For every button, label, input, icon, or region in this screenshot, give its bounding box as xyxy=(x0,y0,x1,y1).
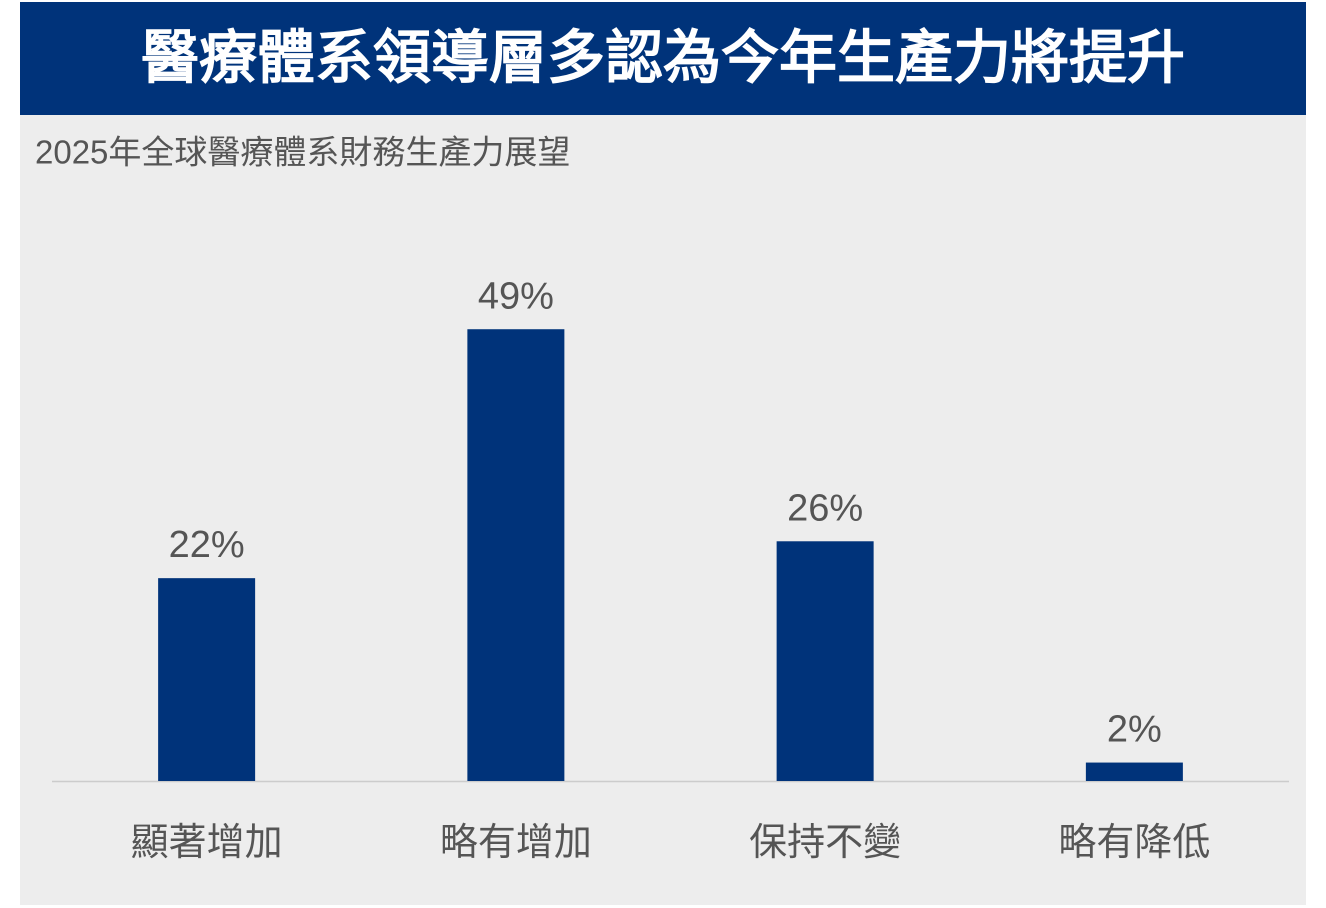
bar xyxy=(1085,762,1183,781)
chart-background xyxy=(20,115,1306,905)
value-label: 26% xyxy=(787,487,863,529)
x-tick-label: 保持不變 xyxy=(749,822,901,864)
x-tick-label: 略有降低 xyxy=(1058,822,1210,864)
title-banner xyxy=(20,2,1306,115)
value-label: 22% xyxy=(169,524,245,566)
value-label: 49% xyxy=(478,275,554,317)
x-tick-label: 略有增加 xyxy=(440,822,592,864)
chart-subtitle: 2025年全球醫療體系財務生產力展望 xyxy=(35,134,570,171)
bar xyxy=(158,578,256,781)
bar xyxy=(776,541,874,781)
x-tick-label: 顯著增加 xyxy=(131,822,283,864)
bar xyxy=(467,329,565,781)
chart-title: 醫療體系領導層多認為今年生產力將提升 xyxy=(141,25,1185,90)
value-label: 2% xyxy=(1107,709,1162,751)
